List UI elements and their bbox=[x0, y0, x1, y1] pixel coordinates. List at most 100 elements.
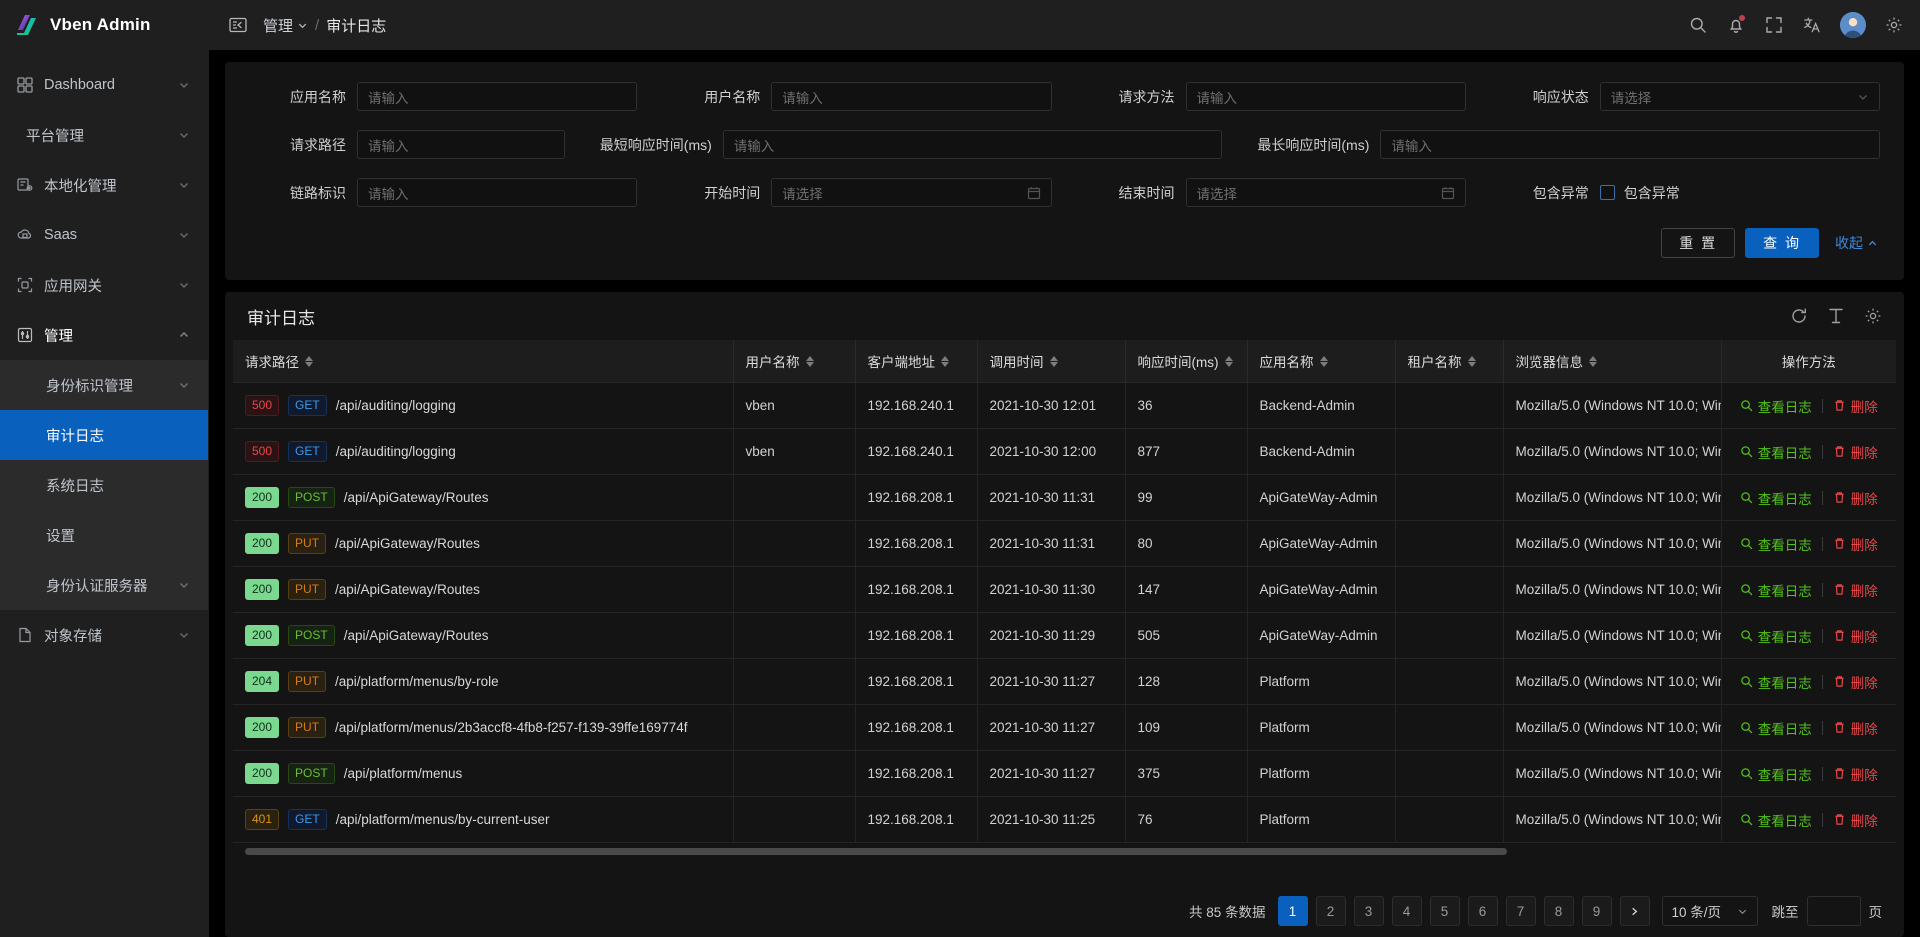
sort-icon[interactable] bbox=[1224, 355, 1233, 367]
table-row[interactable]: 401 GET/api/platform/menus/by-current-use… bbox=[233, 796, 1896, 843]
sidebar-item-system-log[interactable]: 系统日志 bbox=[0, 460, 208, 510]
end-time-datepicker[interactable]: 请选择 bbox=[1185, 178, 1466, 207]
max-duration-input[interactable]: 请输入 bbox=[1380, 130, 1880, 159]
table-row[interactable]: 500 GET/api/auditing/logging vben 192.168.2… bbox=[233, 382, 1896, 429]
view-log-button[interactable]: 查看日志 bbox=[1740, 534, 1812, 554]
translate-icon[interactable] bbox=[1802, 15, 1822, 35]
table-row[interactable]: 200 PUT/api/ApiGateway/Routes 192.168.208.… bbox=[233, 566, 1896, 613]
request-path-input[interactable]: 请输入 bbox=[357, 130, 565, 159]
delete-button[interactable]: 删除 bbox=[1833, 810, 1878, 830]
delete-button[interactable]: 删除 bbox=[1833, 672, 1878, 692]
pagination-page-6[interactable]: 6 bbox=[1467, 896, 1498, 926]
pagination-page-5[interactable]: 5 bbox=[1429, 896, 1460, 926]
query-button[interactable]: 查 询 bbox=[1745, 228, 1819, 258]
sidebar-item-manage[interactable]: 管理 bbox=[0, 310, 208, 360]
sidebar-item-identity[interactable]: 身份标识管理 bbox=[0, 360, 208, 410]
table-row[interactable]: 500 GET/api/auditing/logging vben 192.168.2… bbox=[233, 428, 1896, 475]
app-name-input[interactable]: 请输入 bbox=[357, 82, 638, 111]
delete-button[interactable]: 删除 bbox=[1833, 488, 1878, 508]
reset-button[interactable]: 重 置 bbox=[1661, 228, 1736, 258]
sort-icon[interactable] bbox=[941, 355, 949, 367]
col-tenant-name[interactable]: 租户名称 bbox=[1395, 340, 1504, 383]
sort-icon[interactable] bbox=[1319, 355, 1328, 367]
sidebar-item-audit-log[interactable]: 审计日志 bbox=[0, 410, 208, 460]
view-log-button[interactable]: 查看日志 bbox=[1740, 396, 1812, 416]
delete-button[interactable]: 删除 bbox=[1833, 396, 1878, 416]
sidebar-item-gateway[interactable]: 应用网关 bbox=[0, 260, 208, 310]
sort-icon[interactable] bbox=[1467, 355, 1476, 367]
collapse-form-toggle[interactable]: 收起 bbox=[1829, 233, 1878, 253]
view-log-button[interactable]: 查看日志 bbox=[1740, 488, 1812, 508]
col-client-address[interactable]: 客户端地址 bbox=[855, 340, 978, 383]
sort-icon[interactable] bbox=[305, 355, 313, 367]
delete-button[interactable]: 删除 bbox=[1833, 718, 1878, 738]
sort-icon[interactable] bbox=[805, 355, 814, 367]
col-app-name[interactable]: 应用名称 bbox=[1247, 340, 1396, 383]
horizontal-scrollbar[interactable] bbox=[245, 847, 1886, 856]
sidebar-item-saas[interactable]: Saas bbox=[0, 210, 208, 260]
has-exception-checkbox[interactable] bbox=[1599, 185, 1615, 200]
view-log-button[interactable]: 查看日志 bbox=[1740, 810, 1812, 830]
trace-id-input[interactable]: 请输入 bbox=[357, 178, 638, 207]
pagination-page-3[interactable]: 3 bbox=[1353, 896, 1384, 926]
has-exception-checkbox-group[interactable]: 包含异常 bbox=[1599, 183, 1680, 203]
sort-icon[interactable] bbox=[1049, 355, 1058, 367]
sidebar-item-settings[interactable]: 设置 bbox=[0, 510, 208, 560]
table-row[interactable]: 200 PUT/api/platform/menus/2b3accf8-4fb8-… bbox=[233, 704, 1896, 751]
pagination-page-1[interactable]: 1 bbox=[1277, 896, 1308, 926]
delete-button[interactable]: 删除 bbox=[1833, 626, 1878, 646]
avatar[interactable] bbox=[1840, 12, 1866, 38]
col-duration[interactable]: 响应时间(ms) bbox=[1125, 340, 1248, 383]
sort-icon[interactable] bbox=[1589, 355, 1597, 367]
fullscreen-icon[interactable] bbox=[1764, 15, 1784, 35]
col-user-name[interactable]: 用户名称 bbox=[733, 340, 856, 383]
menu-collapse-icon[interactable] bbox=[227, 14, 249, 36]
col-request-path[interactable]: 请求路径 bbox=[233, 340, 734, 383]
delete-button[interactable]: 删除 bbox=[1833, 442, 1878, 462]
col-browser-info[interactable]: 浏览器信息 bbox=[1503, 340, 1722, 383]
pagination-page-8[interactable]: 8 bbox=[1543, 896, 1574, 926]
delete-button[interactable]: 删除 bbox=[1833, 580, 1878, 600]
pagination-page-9[interactable]: 9 bbox=[1581, 896, 1612, 926]
gear-icon[interactable] bbox=[1884, 15, 1904, 35]
view-log-button[interactable]: 查看日志 bbox=[1740, 442, 1812, 462]
delete-button[interactable]: 删除 bbox=[1833, 764, 1878, 784]
table-row[interactable]: 200 POST/api/ApiGateway/Routes 192.168.208… bbox=[233, 474, 1896, 521]
col-call-time[interactable]: 调用时间 bbox=[977, 340, 1126, 383]
scrollbar-thumb[interactable] bbox=[245, 848, 1507, 855]
page-size-select[interactable]: 10 条/页 bbox=[1661, 896, 1758, 926]
request-method-input[interactable]: 请输入 bbox=[1185, 82, 1466, 111]
status-badge: 200 bbox=[245, 533, 280, 554]
brand[interactable]: Vben Admin bbox=[0, 0, 208, 50]
settings-icon[interactable] bbox=[1863, 307, 1882, 326]
pagination-next-button[interactable] bbox=[1619, 896, 1650, 926]
view-log-button[interactable]: 查看日志 bbox=[1740, 672, 1812, 692]
view-log-button[interactable]: 查看日志 bbox=[1740, 764, 1812, 784]
refresh-icon[interactable] bbox=[1789, 307, 1808, 326]
delete-button[interactable]: 删除 bbox=[1833, 534, 1878, 554]
view-log-button[interactable]: 查看日志 bbox=[1740, 718, 1812, 738]
pagination-page-4[interactable]: 4 bbox=[1391, 896, 1422, 926]
pagination-page-2[interactable]: 2 bbox=[1315, 896, 1346, 926]
sidebar-item-auth-server[interactable]: 身份认证服务器 bbox=[0, 560, 208, 610]
table-row[interactable]: 200 POST/api/ApiGateway/Routes 192.168.208… bbox=[233, 612, 1896, 659]
table-row[interactable]: 200 POST/api/platform/menus 192.168.208.1 2… bbox=[233, 750, 1896, 797]
table-row[interactable]: 204 PUT/api/platform/menus/by-role 192.168… bbox=[233, 658, 1896, 705]
view-log-button[interactable]: 查看日志 bbox=[1740, 626, 1812, 646]
min-duration-input[interactable]: 请输入 bbox=[722, 130, 1223, 159]
search-icon[interactable] bbox=[1688, 15, 1708, 35]
jump-input[interactable] bbox=[1806, 896, 1861, 926]
user-name-input[interactable]: 请输入 bbox=[771, 82, 1052, 111]
pagination-page-7[interactable]: 7 bbox=[1505, 896, 1536, 926]
table-row[interactable]: 200 PUT/api/ApiGateway/Routes 192.168.208.… bbox=[233, 520, 1896, 567]
breadcrumb-parent[interactable]: 管理 bbox=[263, 15, 308, 36]
sidebar-item-object-storage[interactable]: 对象存储 bbox=[0, 610, 208, 660]
start-time-datepicker[interactable]: 请选择 bbox=[771, 178, 1052, 207]
fullscreen-table-icon[interactable] bbox=[1826, 307, 1845, 326]
view-log-button[interactable]: 查看日志 bbox=[1740, 580, 1812, 600]
sidebar-item-localization[interactable]: 本地化管理 bbox=[0, 160, 208, 210]
bell-icon[interactable] bbox=[1726, 15, 1746, 35]
sidebar-item-platform[interactable]: 平台管理 bbox=[0, 110, 208, 160]
response-status-select[interactable]: 请选择 bbox=[1599, 82, 1880, 111]
sidebar-item-dashboard[interactable]: Dashboard bbox=[0, 60, 208, 110]
